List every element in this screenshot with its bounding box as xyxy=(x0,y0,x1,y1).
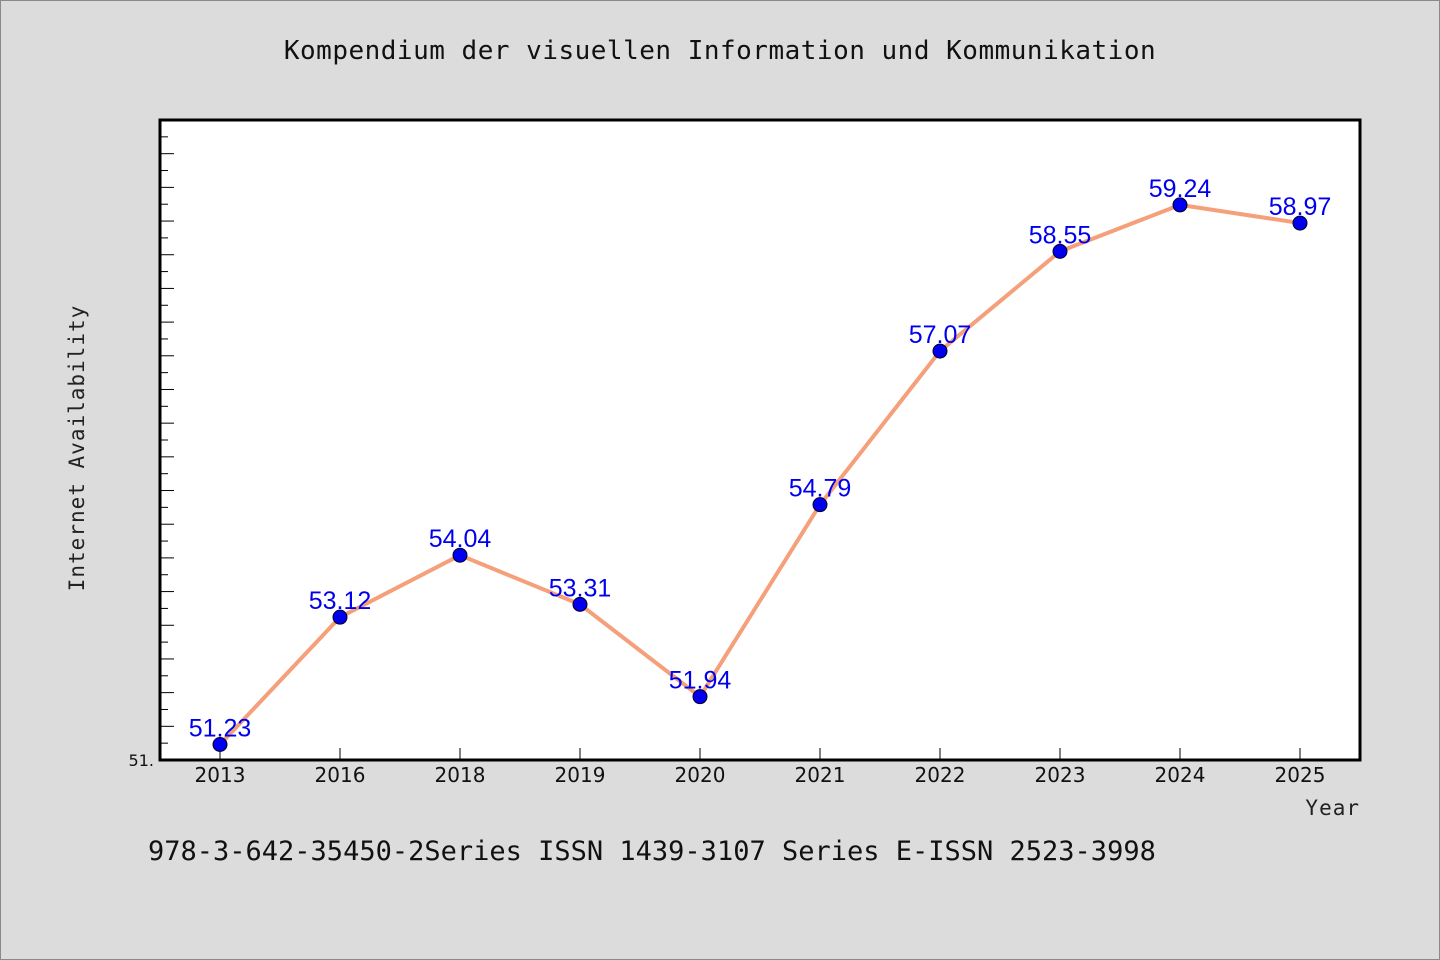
y-tick-label: 51. xyxy=(129,751,154,770)
data-label: 59.24 xyxy=(1149,175,1212,203)
plot-border xyxy=(158,118,1362,762)
data-label: 51.94 xyxy=(669,667,732,695)
series-line xyxy=(218,202,1301,746)
data-label: 54.79 xyxy=(789,475,852,503)
x-tick-label: 2019 xyxy=(555,763,606,787)
data-point xyxy=(812,497,828,513)
data-point xyxy=(452,547,468,563)
data-point xyxy=(692,689,708,705)
x-tick-label: 2025 xyxy=(1275,763,1326,787)
data-label: 57.07 xyxy=(909,321,972,349)
x-axis-label: Year xyxy=(1305,796,1360,820)
data-label: 53.12 xyxy=(309,587,372,615)
series-markers xyxy=(212,197,1308,753)
data-label: 58.55 xyxy=(1029,221,1092,249)
footer-note: 978-3-642-35450-2Series ISSN 1439-3107 S… xyxy=(148,836,1156,867)
data-point xyxy=(932,343,948,359)
data-label: 58.97 xyxy=(1269,193,1332,221)
data-point xyxy=(1292,215,1308,231)
x-tick-label: 2013 xyxy=(195,763,246,787)
x-tick-label: 2018 xyxy=(435,763,486,787)
x-tick-label: 2021 xyxy=(795,763,846,787)
x-axis-ticks: 2013 2016 2018 2019 2020 2021 2022 2023 2024 2025 xyxy=(195,748,1326,787)
data-point xyxy=(572,596,588,612)
data-labels: 51.23 53.12 54.04 53.31 51.94 54.79 57.07 58.55… xyxy=(189,175,1332,743)
chart-title: Kompendium der visuellen Information und… xyxy=(283,36,1157,66)
plot-area xyxy=(160,120,1360,760)
data-point xyxy=(1172,197,1188,213)
x-tick-label: 2016 xyxy=(315,763,366,787)
data-label: 53.31 xyxy=(549,574,612,602)
data-label: 51.23 xyxy=(189,715,252,743)
data-point xyxy=(332,609,348,625)
x-tick-label: 2023 xyxy=(1035,763,1086,787)
data-label: 54.04 xyxy=(429,525,492,553)
data-point xyxy=(212,737,228,753)
x-tick-label: 2020 xyxy=(675,763,726,787)
data-point xyxy=(1052,243,1068,259)
x-tick-label: 2024 xyxy=(1155,763,1206,787)
x-tick-label: 2022 xyxy=(915,763,966,787)
